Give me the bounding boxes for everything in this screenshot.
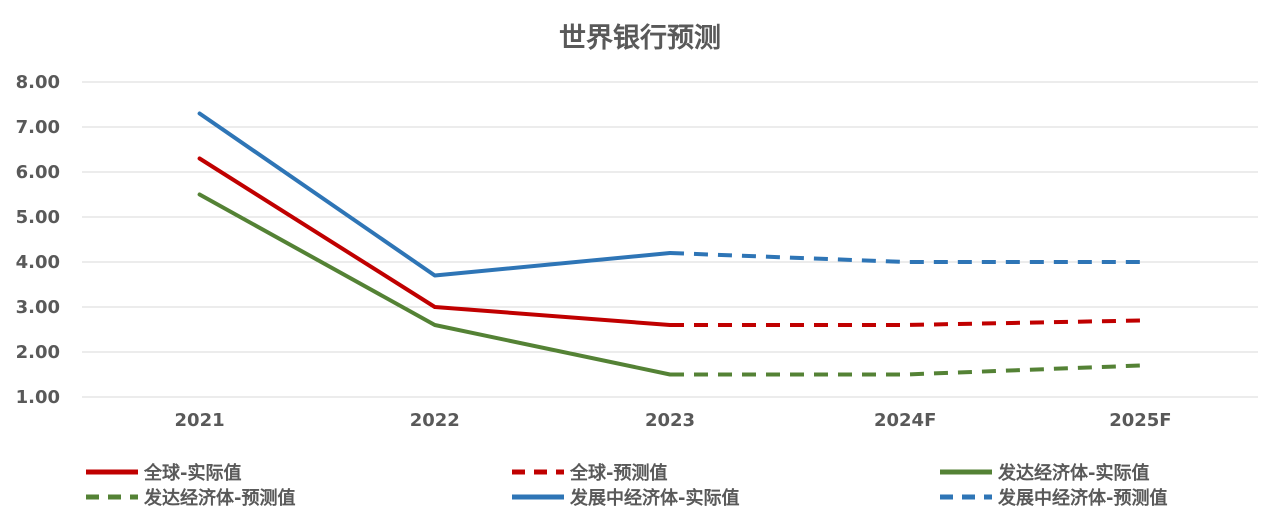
- legend-item: 发展中经济体-预测值: [940, 487, 1167, 509]
- x-axis-ticks: 2021 2022 2023 2024F 2025F: [175, 410, 1172, 431]
- gridlines: [82, 81, 1258, 398]
- series-line-3: [670, 363, 1141, 377]
- x-tick-label: 2023: [645, 410, 695, 431]
- legend-label: 全球-实际值: [143, 462, 241, 484]
- series-line-2: [197, 192, 672, 377]
- y-tick-label: 8.00: [16, 72, 60, 93]
- series-line-1: [670, 318, 1141, 327]
- legend-label: 发展中经济体-实际值: [569, 487, 739, 509]
- y-tick-label: 3.00: [16, 297, 60, 318]
- chart-title: 世界银行预测: [559, 23, 721, 54]
- legend-item: 发达经济体-实际值: [940, 462, 1149, 484]
- legend-item: 全球-预测值: [512, 462, 667, 484]
- x-tick-label: 2022: [410, 410, 460, 431]
- y-tick-label: 2.00: [16, 342, 60, 363]
- legend-label: 全球-预测值: [569, 462, 667, 484]
- y-tick-label: 1.00: [16, 387, 60, 408]
- series-line-5: [669, 251, 1141, 264]
- series-line-4: [197, 111, 672, 278]
- y-tick-label: 6.00: [16, 162, 60, 183]
- legend-item: 全球-实际值: [86, 462, 241, 484]
- x-tick-label: 2021: [175, 410, 225, 431]
- series-line-0: [197, 156, 672, 327]
- legend-label: 发达经济体-实际值: [997, 462, 1149, 484]
- x-tick-label: 2025F: [1109, 410, 1171, 431]
- x-tick-label: 2024F: [874, 410, 936, 431]
- y-tick-label: 7.00: [16, 117, 60, 138]
- y-axis-ticks: 1.00 2.00 3.00 4.00 5.00 6.00 7.00 8.00: [16, 72, 60, 408]
- series-lines: [197, 111, 1141, 377]
- y-tick-label: 4.00: [16, 252, 60, 273]
- legend-label: 发达经济体-预测值: [143, 487, 295, 509]
- legend-label: 发展中经济体-预测值: [997, 487, 1167, 509]
- legend-item: 发展中经济体-实际值: [512, 487, 739, 509]
- legend-item: 发达经济体-预测值: [86, 487, 295, 509]
- y-tick-label: 5.00: [16, 207, 60, 228]
